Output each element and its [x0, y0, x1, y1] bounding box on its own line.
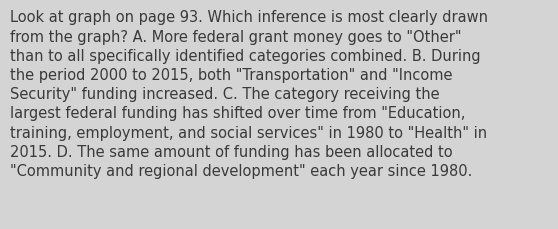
Text: Look at graph on page 93. Which inference is most clearly drawn
from the graph? : Look at graph on page 93. Which inferenc… [10, 10, 488, 178]
